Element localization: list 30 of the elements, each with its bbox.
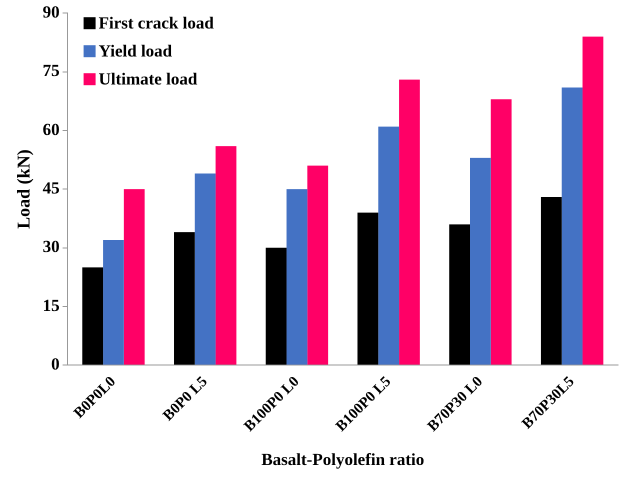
legend-label: Yield load (98, 42, 173, 61)
y-tick-label: 60 (42, 120, 60, 139)
bar (378, 126, 400, 365)
bar (449, 224, 470, 365)
y-tick-label: 90 (42, 2, 60, 22)
bar (266, 248, 287, 365)
y-axis-title: Load (kN) (13, 149, 34, 229)
x-axis-title: Basalt-Polyolefin ratio (261, 450, 424, 470)
bar (103, 240, 124, 365)
y-tick-label: 45 (42, 178, 60, 198)
bar (490, 99, 512, 365)
legend-label: Ultimate load (98, 70, 198, 89)
bar (286, 189, 308, 365)
bar (216, 146, 236, 365)
bar (540, 196, 562, 365)
y-tick-label: 30 (42, 237, 60, 256)
bar (562, 87, 583, 365)
bar (582, 36, 604, 365)
bar (357, 212, 378, 365)
bar (124, 189, 145, 365)
y-tick-label: 0 (51, 354, 60, 374)
bar (307, 166, 328, 365)
bar (194, 174, 216, 365)
bar (82, 267, 104, 365)
y-tick-label: 15 (42, 296, 60, 315)
bar (470, 158, 491, 365)
bar (174, 232, 195, 365)
bar (399, 80, 420, 365)
y-tick-label: 75 (42, 61, 60, 80)
legend-label: First crack load (98, 14, 214, 33)
